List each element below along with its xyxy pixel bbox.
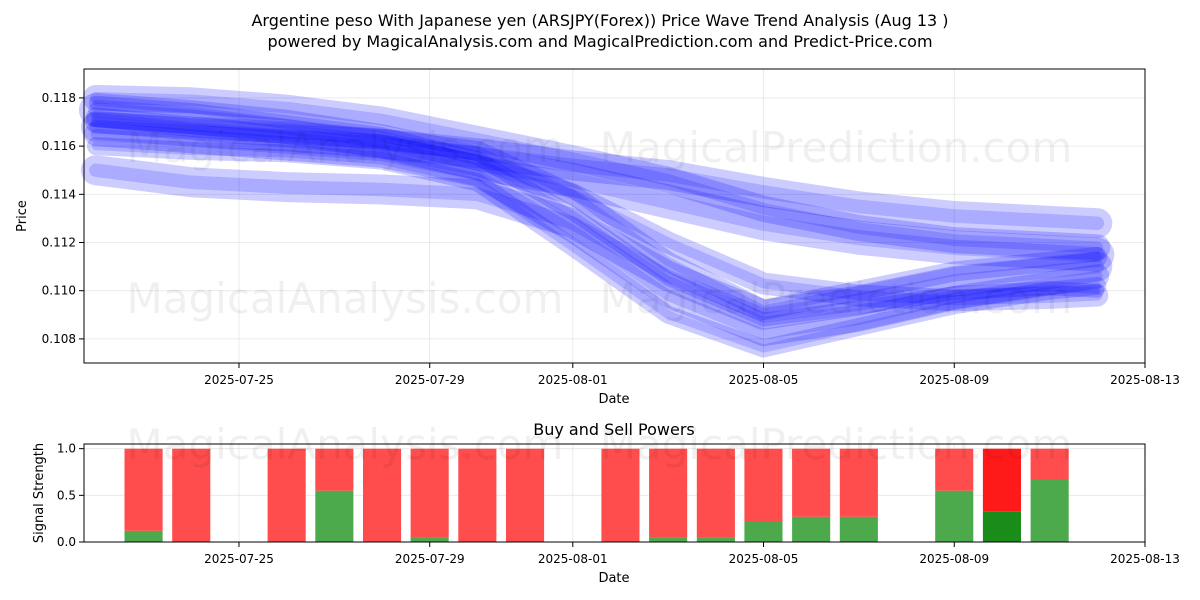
sell-power-bar: [267, 448, 306, 542]
sell-power-bar: [124, 448, 163, 531]
price-x-ticks: 2025-07-25 2025-07-29 2025-08-01 2025-08-05…: [204, 363, 1180, 387]
price-y-ticks: 0.108 0.110 0.112 0.114 0.116 0.118: [42, 91, 84, 346]
price-wave-core: [90, 117, 1103, 306]
sell-power-bar: [506, 448, 545, 542]
price-wave-chart: MagicalAnalysis.com MagicalPrediction.co…: [15, 68, 1180, 407]
signal-x-tick-label: 2025-08-05: [729, 552, 799, 566]
signal-y-ticks: 0.0 0.5 1.0: [57, 442, 84, 549]
buy-sell-title: Buy and Sell Powers: [533, 420, 695, 439]
buy-power-bar: [792, 516, 831, 542]
sell-power-bar: [839, 448, 878, 517]
price-wave-band: [78, 93, 1115, 272]
watermark-prediction-top: MagicalPrediction.com: [600, 123, 1073, 172]
price-wave-core: [89, 120, 1105, 230]
buy-power-bar: [649, 537, 688, 542]
price-wave-band: [84, 111, 1109, 312]
price-wave-core: [89, 163, 1105, 322]
signal-x-tick-label: 2025-08-01: [538, 552, 608, 566]
signal-x-tick-label: 2025-08-09: [919, 552, 989, 566]
sell-power-bar: [696, 448, 735, 538]
price-y-tick-label: 0.110: [42, 284, 76, 298]
buy-power-bar: [696, 537, 735, 542]
price-plot-frame: [83, 68, 1146, 364]
sell-power-bar: [601, 448, 640, 542]
price-wave-band: [80, 155, 1113, 330]
sell-power-bar: [982, 448, 1021, 512]
signal-x-tick-label: 2025-07-29: [395, 552, 465, 566]
price-wave-core: [90, 128, 1103, 340]
price-x-tick-label: 2025-08-05: [729, 373, 799, 387]
buy-power-bar: [935, 490, 974, 542]
price-y-tick-label: 0.112: [42, 236, 76, 250]
watermark-analysis-top: MagicalAnalysis.com: [127, 123, 564, 172]
price-wave-band: [88, 95, 1105, 327]
signal-plot-frame: [83, 443, 1146, 543]
price-plot-area: [84, 69, 1145, 363]
signal-x-ticks: 2025-07-25 2025-07-29 2025-08-01 2025-08-05…: [204, 542, 1180, 566]
signal-bars: [124, 448, 1069, 542]
sell-power-bar: [410, 448, 449, 538]
price-wave-core: [91, 142, 1102, 353]
price-y-tick-label: 0.108: [42, 332, 76, 346]
buy-power-bar: [124, 530, 163, 542]
sell-power-bar: [744, 448, 783, 522]
price-wave-band: [80, 111, 1113, 239]
price-wave-core: [90, 92, 1104, 254]
price-y-axis-label: Price: [15, 200, 30, 232]
sell-power-bar: [649, 448, 688, 538]
sell-power-bar: [792, 448, 831, 517]
price-grid: [84, 69, 1146, 363]
signal-x-tick-label: 2025-07-25: [204, 552, 274, 566]
chart-title-line2: powered by MagicalAnalysis.com and Magic…: [267, 32, 932, 51]
price-wave-core: [88, 102, 1105, 263]
sell-power-bar: [172, 448, 211, 542]
price-x-tick-label: 2025-08-01: [538, 373, 608, 387]
signal-y-tick-label: 0.0: [57, 535, 76, 549]
chart-title-line1: Argentine peso With Japanese yen (ARSJPY…: [251, 11, 948, 30]
price-y-tick-label: 0.116: [42, 139, 76, 153]
price-wave-band: [85, 107, 1108, 320]
sell-power-bar: [1030, 448, 1069, 480]
buy-power-bar: [315, 490, 354, 542]
price-wave-band: [83, 122, 1110, 347]
price-x-axis-label: Date: [598, 392, 629, 407]
buy-power-bar: [1030, 479, 1069, 542]
price-y-tick-label: 0.118: [42, 91, 76, 105]
buy-sell-power-chart: Buy and Sell Powers MagicalAnalysis.com …: [32, 420, 1180, 586]
price-wave-series: [78, 84, 1115, 358]
sell-power-bar: [458, 448, 497, 542]
price-x-tick-label: 2025-08-13: [1110, 373, 1180, 387]
signal-y-tick-label: 0.5: [57, 488, 76, 502]
watermark-analysis-mid: MagicalAnalysis.com: [127, 274, 564, 323]
buy-power-bar: [410, 537, 449, 542]
signal-y-axis-label: Signal Strength: [32, 443, 47, 543]
price-x-tick-label: 2025-07-29: [395, 373, 465, 387]
signal-x-tick-label: 2025-08-13: [1110, 552, 1180, 566]
sell-power-bar: [935, 448, 974, 491]
signal-x-axis-label: Date: [598, 571, 629, 586]
signal-y-tick-label: 1.0: [57, 442, 76, 456]
price-x-tick-label: 2025-08-09: [919, 373, 989, 387]
buy-power-bar: [982, 511, 1021, 542]
price-y-tick-label: 0.114: [42, 187, 76, 201]
buy-power-bar: [839, 516, 878, 542]
price-x-tick-label: 2025-07-25: [204, 373, 274, 387]
price-wave-band: [86, 137, 1107, 358]
sell-power-bar: [315, 448, 354, 491]
sell-power-bar: [363, 448, 402, 542]
price-wave-core: [91, 112, 1102, 315]
watermark-prediction-mid: MagicalPrediction.com: [600, 274, 1073, 323]
buy-power-bar: [744, 521, 783, 542]
price-wave-core: [92, 99, 1101, 323]
price-wave-band: [82, 84, 1111, 261]
